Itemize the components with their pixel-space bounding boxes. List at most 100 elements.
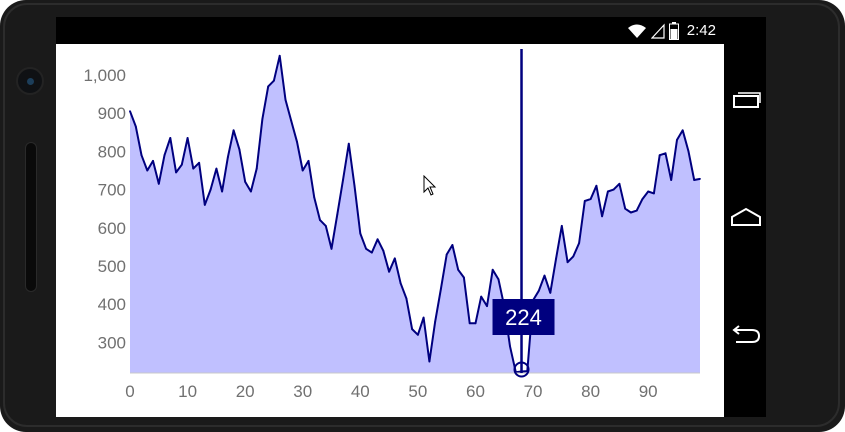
data-point-31 [307,160,310,162]
wifi-icon [627,24,646,38]
data-point-11 [192,167,195,170]
data-point-42 [370,251,373,254]
data-point-90 [647,190,650,193]
data-point-20 [244,181,247,183]
status-icons: 2:42 [627,17,716,44]
data-point-62 [486,305,488,307]
data-point-89 [641,198,644,201]
y-tick-label-700: 700 [98,181,126,200]
data-point-8 [175,171,177,174]
data-point-47 [399,282,402,285]
back-button[interactable] [730,321,762,349]
data-point-3 [146,169,149,172]
data-point-81 [595,184,598,187]
x-tick-label-50: 50 [408,382,427,401]
data-point-23 [261,118,264,120]
battery-icon [668,21,679,40]
y-tick-label-600: 600 [98,219,126,238]
home-icon [731,207,761,226]
data-point-18 [232,129,235,132]
data-point-26 [278,54,281,57]
data-point-51 [422,316,425,319]
data-point-78 [578,242,580,245]
data-point-9 [180,163,183,166]
data-point-12 [198,161,201,164]
x-tick-label-80: 80 [581,382,600,401]
x-tick-label-60: 60 [466,382,485,401]
data-point-54 [440,288,442,290]
data-point-14 [209,188,212,191]
data-point-13 [203,204,206,206]
data-point-83 [607,190,609,193]
data-point-95 [676,139,678,141]
data-point-79 [583,200,586,202]
front-camera [16,67,44,95]
data-point-4 [152,160,154,162]
data-point-28 [290,119,293,122]
back-icon [732,325,761,343]
x-tick-label-30: 30 [293,382,312,401]
data-point-80 [589,198,592,201]
data-point-58 [463,276,465,279]
data-point-38 [347,142,350,145]
data-point-43 [376,238,379,241]
data-point-15 [215,167,218,170]
data-point-39 [353,184,356,187]
data-point-82 [601,215,603,218]
data-point-5 [157,182,160,185]
data-point-30 [301,169,304,172]
data-point-92 [658,154,661,157]
data-point-94 [670,179,673,181]
data-point-87 [630,211,632,214]
data-point-56 [451,244,454,246]
data-point-59 [468,322,471,325]
series-line [129,54,701,374]
crosshair-marker [513,361,530,378]
camera-lens [27,78,34,85]
recent-apps-button[interactable] [730,85,762,113]
data-point-1 [134,125,137,128]
data-point-41 [365,247,367,250]
signal-icon [650,22,665,39]
data-point-34 [324,225,327,227]
data-point-99 [699,178,701,180]
data-point-37 [342,179,344,181]
data-point-85 [618,182,621,185]
mouse-pointer-icon [423,175,437,196]
data-point-48 [405,297,408,300]
x-tick-label-20: 20 [236,382,255,401]
data-point-45 [388,270,390,273]
y-tick-label-900: 900 [98,104,126,123]
data-point-55 [445,253,448,256]
value-tooltip-label: 224 [505,305,542,330]
data-point-63 [491,268,494,271]
data-point-86 [624,207,627,210]
data-point-44 [382,249,385,252]
data-point-0 [129,110,131,113]
data-point-35 [330,247,333,250]
data-point-76 [566,261,569,264]
device-frame-edge [3,3,840,427]
area-chart[interactable]: 0 10 20 30 40 50 60 70 80 90 300 400 500 600 700 800 900… [56,44,724,417]
data-point-32 [313,196,316,199]
data-point-7 [169,137,172,139]
navigation-bar [724,17,766,417]
data-point-57 [457,268,460,271]
recent-apps-icon [733,92,761,108]
data-point-97 [687,150,690,153]
data-point-72 [543,274,546,277]
x-tick-label-0: 0 [125,382,134,401]
data-point-66 [509,345,511,348]
y-tick-label-400: 400 [98,295,126,314]
data-point-33 [319,219,321,222]
data-point-53 [434,320,437,323]
data-point-84 [612,188,615,191]
y-tick-label-800: 800 [98,142,126,161]
data-point-77 [572,255,575,258]
y-tick-label-300: 300 [98,333,126,352]
data-point-29 [296,140,298,143]
data-point-75 [560,225,563,227]
data-point-19 [238,148,241,151]
home-button[interactable] [730,203,762,231]
